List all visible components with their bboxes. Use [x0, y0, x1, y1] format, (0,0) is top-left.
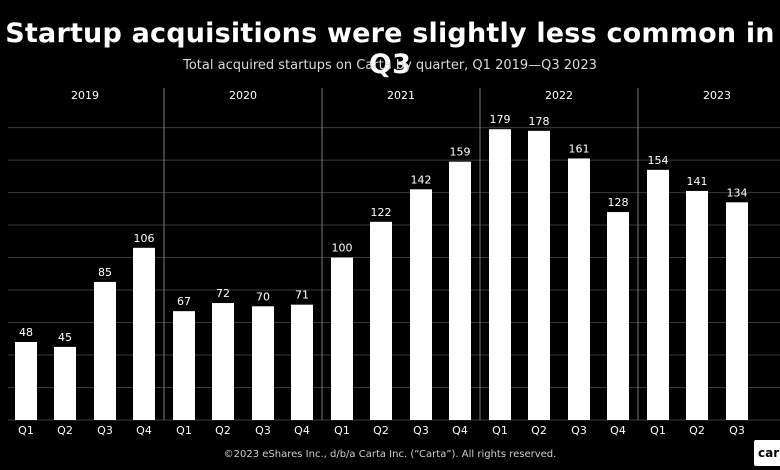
- carta-logo: car: [754, 440, 780, 466]
- data-label: 159: [450, 146, 471, 159]
- data-label: 141: [687, 175, 708, 188]
- data-label: 128: [608, 196, 629, 209]
- x-tick-label: Q1: [334, 424, 350, 437]
- x-tick-label: Q2: [689, 424, 705, 437]
- x-tick-label: Q4: [610, 424, 626, 437]
- x-tick-label: Q3: [255, 424, 271, 437]
- bar: [133, 247, 155, 420]
- data-label: 85: [98, 266, 112, 279]
- data-label: 71: [295, 289, 309, 302]
- x-tick-label: Q2: [215, 424, 231, 437]
- bar: [370, 221, 392, 420]
- x-tick-label: Q2: [373, 424, 389, 437]
- bar: [647, 169, 669, 420]
- x-tick-label: Q1: [650, 424, 666, 437]
- bar: [686, 190, 708, 420]
- year-label: 2022: [545, 89, 573, 102]
- x-tick-label: Q1: [176, 424, 192, 437]
- bar: [568, 158, 590, 420]
- year-label: 2023: [703, 89, 731, 102]
- x-tick-label: Q3: [729, 424, 745, 437]
- data-label: 70: [256, 290, 270, 303]
- bar: [726, 202, 748, 420]
- chart-subtitle: Total acquired startups on Carta by quar…: [183, 58, 597, 73]
- bar: [94, 281, 116, 420]
- x-tick-label: Q4: [136, 424, 152, 437]
- data-label: 154: [648, 154, 669, 167]
- x-tick-label: Q3: [97, 424, 113, 437]
- x-tick-label: Q2: [57, 424, 73, 437]
- data-label: 67: [177, 295, 191, 308]
- bar: [252, 306, 274, 420]
- bar: [528, 130, 550, 421]
- bar: [15, 342, 37, 420]
- x-tick-label: Q1: [18, 424, 34, 437]
- copyright-footer: ©2023 eShares Inc., d/b/a Carta Inc. (“C…: [223, 449, 557, 460]
- bar: [291, 304, 313, 420]
- bar: [54, 346, 76, 420]
- bar: [331, 257, 353, 420]
- x-tick-label: Q3: [413, 424, 429, 437]
- bar: [173, 311, 195, 420]
- data-label: 106: [134, 232, 155, 245]
- chart-title: Startup acquisitions were slightly less …: [5, 18, 775, 80]
- x-tick-label: Q4: [294, 424, 310, 437]
- data-label: 134: [727, 186, 748, 199]
- x-tick-label: Q2: [531, 424, 547, 437]
- data-label: 72: [216, 287, 230, 300]
- data-label: 179: [490, 113, 511, 126]
- data-label: 48: [19, 326, 33, 339]
- year-label: 2021: [387, 89, 415, 102]
- data-label: 45: [58, 331, 72, 344]
- bar: [449, 161, 471, 420]
- bar: [489, 129, 511, 421]
- x-tick-label: Q1: [492, 424, 508, 437]
- data-label: 100: [332, 242, 353, 255]
- x-tick-label: Q3: [571, 424, 587, 437]
- bar: [212, 303, 234, 420]
- bar-chart: 2019 48 Q1 45 Q2 85 Q3 106 Q4 2020 67 Q1 72 Q2 70 Q3 71 Q…: [8, 88, 780, 437]
- data-label: 142: [411, 173, 432, 186]
- year-label: 2019: [71, 89, 99, 102]
- bar: [410, 189, 432, 420]
- bar: [607, 212, 629, 420]
- data-label: 122: [371, 206, 392, 219]
- data-label: 161: [569, 142, 590, 155]
- year-label: 2020: [229, 89, 257, 102]
- data-label: 178: [529, 115, 550, 128]
- x-tick-label: Q4: [452, 424, 468, 437]
